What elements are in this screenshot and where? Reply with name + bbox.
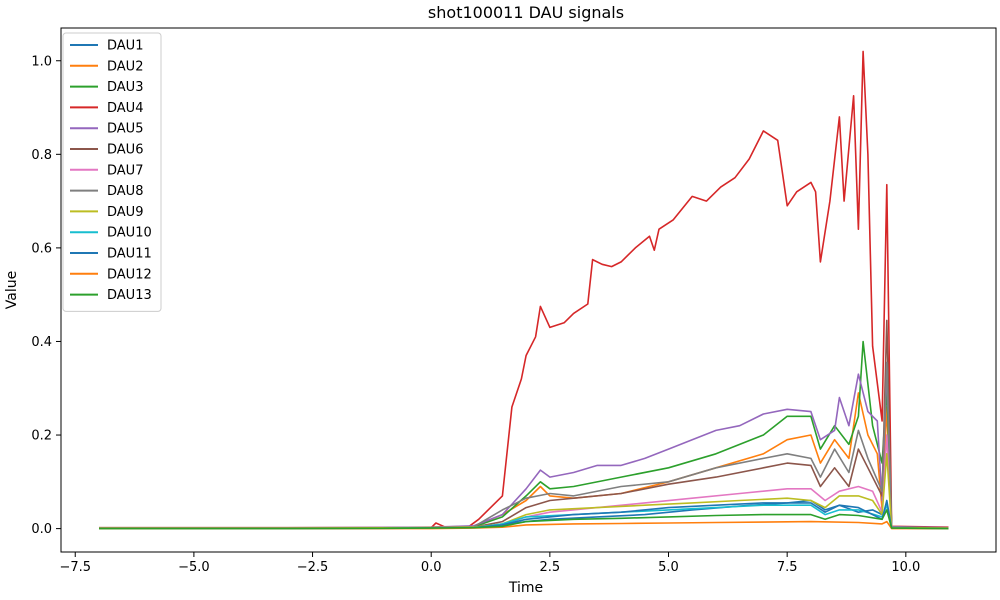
series-layer <box>98 50 949 530</box>
y-tick-label: 0.8 <box>31 148 52 163</box>
series-line-dau6 <box>99 319 949 529</box>
y-tick-label: 0.4 <box>31 335 52 350</box>
legend-label: DAU4 <box>107 101 143 116</box>
axes-frame <box>60 27 997 553</box>
legend-label: DAU9 <box>107 205 143 220</box>
plot-area <box>61 28 996 552</box>
legend-label: DAU1 <box>107 39 143 54</box>
x-tick-label: 5.0 <box>658 560 679 575</box>
series-line-dau4 <box>99 50 949 529</box>
x-tick-label: 7.5 <box>777 560 798 575</box>
legend-label: DAU7 <box>107 163 143 178</box>
series-line-dau3 <box>98 340 949 530</box>
y-axis-ticks: 0.0 0.2 0.4 0.6 0.8 1.0 <box>31 54 61 537</box>
legend-label: DAU12 <box>107 267 152 282</box>
y-axis-label: Value <box>4 271 20 309</box>
series-line-dau8 <box>99 361 949 529</box>
series-line-dau5 <box>99 366 949 529</box>
x-tick-label: 10.0 <box>891 560 920 575</box>
y-tick-label: 1.0 <box>31 54 52 69</box>
legend-label: DAU6 <box>107 143 143 158</box>
legend-label: DAU10 <box>107 226 152 241</box>
x-tick-label: −2.5 <box>297 560 329 575</box>
legend-label: DAU8 <box>107 184 143 199</box>
x-tick-label: −5.0 <box>178 560 210 575</box>
y-tick-label: 0.0 <box>31 522 52 537</box>
x-axis-ticks: −7.5 −5.0 −2.5 0.0 2.5 5.0 7.5 10.0 <box>59 552 920 575</box>
chart-title: shot100011 DAU signals <box>428 3 624 22</box>
x-tick-label: −7.5 <box>59 560 91 575</box>
series-line-dau13 <box>99 509 949 530</box>
legend-label: DAU13 <box>107 288 152 303</box>
y-tick-label: 0.2 <box>31 429 52 444</box>
legend-label: DAU11 <box>107 247 152 262</box>
legend-label: DAU5 <box>107 122 143 137</box>
y-tick-label: 0.6 <box>31 241 52 256</box>
legend-label: DAU2 <box>107 59 143 74</box>
legend: DAU1 DAU2 DAU3 DAU4 DAU5 DAU6 DAU7 DAU8 DAU9 DAU1… <box>62 32 162 312</box>
x-axis-label: Time <box>508 580 543 596</box>
legend-box <box>62 32 162 312</box>
x-tick-label: 0.0 <box>421 560 442 575</box>
x-tick-label: 2.5 <box>540 560 561 575</box>
legend-label: DAU3 <box>107 80 143 95</box>
